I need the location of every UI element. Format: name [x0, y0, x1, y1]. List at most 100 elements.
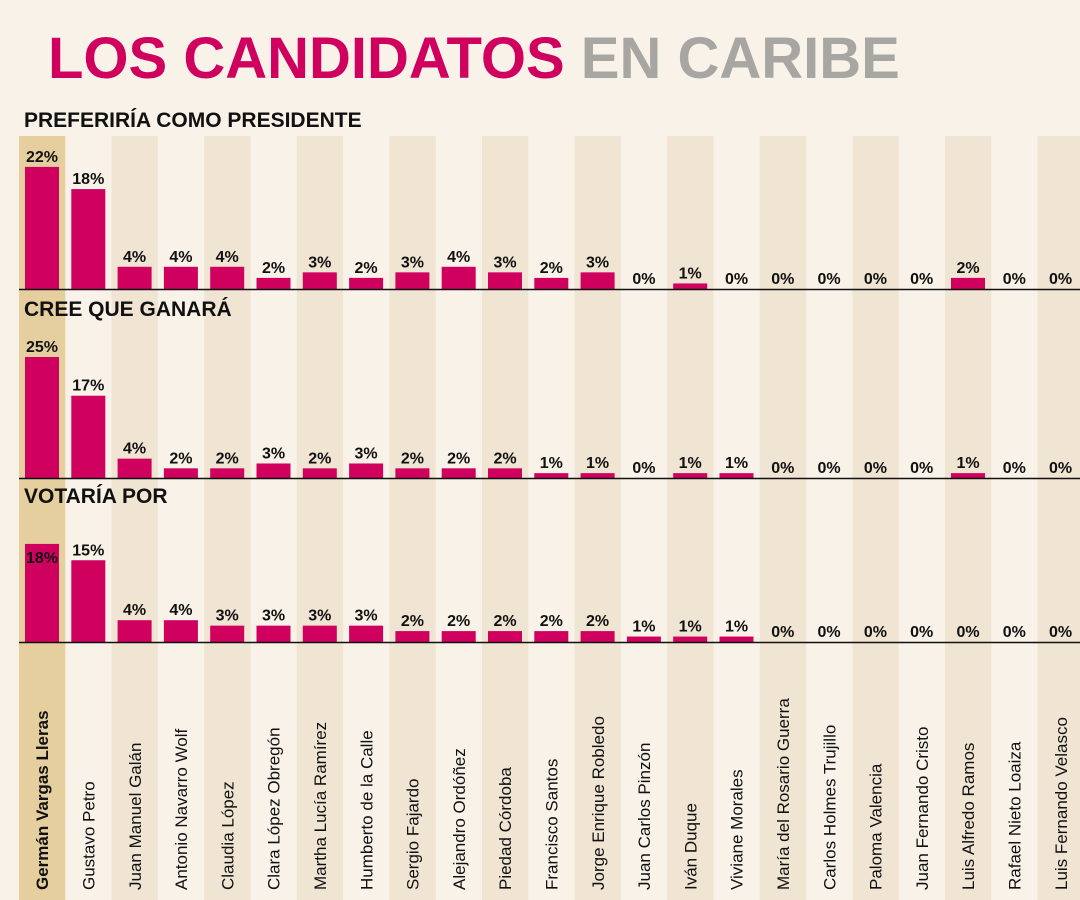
- data-label: 1%: [956, 455, 979, 472]
- column-band: [667, 136, 714, 900]
- data-label: 3%: [493, 254, 516, 271]
- bar: [71, 395, 106, 478]
- bar: [349, 463, 384, 478]
- bar: [25, 166, 59, 289]
- data-label: 3%: [308, 608, 331, 625]
- data-label: 4%: [123, 249, 146, 266]
- bar: [25, 357, 59, 478]
- bar: [673, 473, 708, 478]
- data-label: 1%: [679, 265, 702, 282]
- bar: [117, 266, 152, 289]
- bar: [534, 631, 569, 642]
- data-label: 3%: [401, 254, 424, 271]
- bar: [117, 458, 152, 478]
- column-band: [296, 136, 344, 900]
- category-label: Luis Fernando Velasco: [1052, 717, 1071, 890]
- bar: [719, 636, 754, 642]
- category-label: Rafael Nieto Loaiza: [1005, 741, 1024, 890]
- data-label: 1%: [679, 619, 702, 636]
- bar: [534, 473, 569, 478]
- data-label: 3%: [355, 608, 378, 625]
- data-label: 2%: [401, 613, 424, 630]
- data-label: 0%: [910, 624, 933, 641]
- data-label: 3%: [586, 254, 609, 271]
- column-band: [204, 136, 251, 900]
- bar: [673, 636, 708, 642]
- data-label: 0%: [818, 624, 841, 641]
- data-label: 4%: [169, 602, 192, 619]
- bar: [580, 631, 615, 642]
- category-label: Juan Manuel Galán: [126, 743, 145, 890]
- category-label: Luis Alfredo Ramos: [959, 743, 978, 890]
- bar: [256, 625, 291, 642]
- bar: [71, 189, 106, 289]
- data-label: 0%: [725, 271, 748, 288]
- bar: [349, 277, 384, 289]
- data-label: 0%: [771, 624, 794, 641]
- column-band: [759, 136, 807, 900]
- data-label: 2%: [216, 450, 239, 467]
- data-label: 0%: [632, 271, 655, 288]
- data-label: 0%: [818, 460, 841, 477]
- column-band: [574, 136, 621, 900]
- category-label: Alejandro Ordóñez: [450, 748, 469, 890]
- category-label: Juan Carlos Pinzón: [635, 743, 654, 890]
- data-label: 3%: [216, 608, 239, 625]
- bar: [210, 468, 245, 478]
- bar: [163, 620, 198, 642]
- data-label: 3%: [262, 608, 285, 625]
- data-label: 2%: [447, 450, 470, 467]
- data-label: 1%: [679, 455, 702, 472]
- data-label: 2%: [401, 450, 424, 467]
- data-label: 4%: [123, 602, 146, 619]
- data-label: 2%: [355, 260, 378, 277]
- bar: [441, 266, 476, 289]
- bar: [163, 266, 198, 289]
- data-label: 0%: [1003, 271, 1026, 288]
- category-label: Carlos Holmes Trujillo: [820, 725, 839, 890]
- data-label: 0%: [910, 271, 933, 288]
- bar: [673, 283, 708, 289]
- data-label: 4%: [216, 249, 239, 266]
- category-label: Paloma Valencia: [867, 763, 886, 890]
- category-label: Martha Lucía Ramírez: [311, 722, 330, 890]
- bar: [210, 266, 245, 289]
- data-label: 1%: [540, 455, 563, 472]
- data-label: 1%: [632, 619, 655, 636]
- bar: [488, 272, 522, 289]
- bar: [951, 473, 985, 478]
- bar: [395, 631, 430, 642]
- data-label: 3%: [262, 445, 285, 462]
- bar: [71, 560, 106, 642]
- data-label: 2%: [586, 613, 609, 630]
- bar: [256, 277, 291, 289]
- data-label: 2%: [447, 613, 470, 630]
- section-title: PREFERIRÍA COMO PRESIDENTE: [24, 109, 362, 132]
- column-band: [389, 136, 436, 900]
- category-label: Iván Duque: [681, 803, 700, 890]
- data-label: 0%: [818, 271, 841, 288]
- bar: [719, 473, 754, 478]
- category-label: Gustavo Petro: [79, 781, 98, 890]
- bar: [395, 468, 430, 478]
- column-band: [945, 136, 992, 900]
- bar: [163, 468, 198, 478]
- category-label: Germán Vargas Lleras: [33, 710, 52, 890]
- data-label: 2%: [493, 450, 516, 467]
- bar: [441, 631, 476, 642]
- bar: [25, 543, 59, 642]
- data-label: 0%: [1049, 624, 1072, 641]
- bar: [302, 468, 337, 478]
- bar: [256, 463, 291, 478]
- data-label: 1%: [586, 455, 609, 472]
- data-label: 0%: [956, 624, 979, 641]
- bar: [302, 272, 337, 289]
- bar: [580, 473, 615, 478]
- bar: [302, 625, 337, 642]
- bar: [117, 620, 152, 642]
- data-label: 0%: [910, 460, 933, 477]
- data-label: 1%: [725, 455, 748, 472]
- column-band: [482, 136, 529, 900]
- bar: [349, 625, 384, 642]
